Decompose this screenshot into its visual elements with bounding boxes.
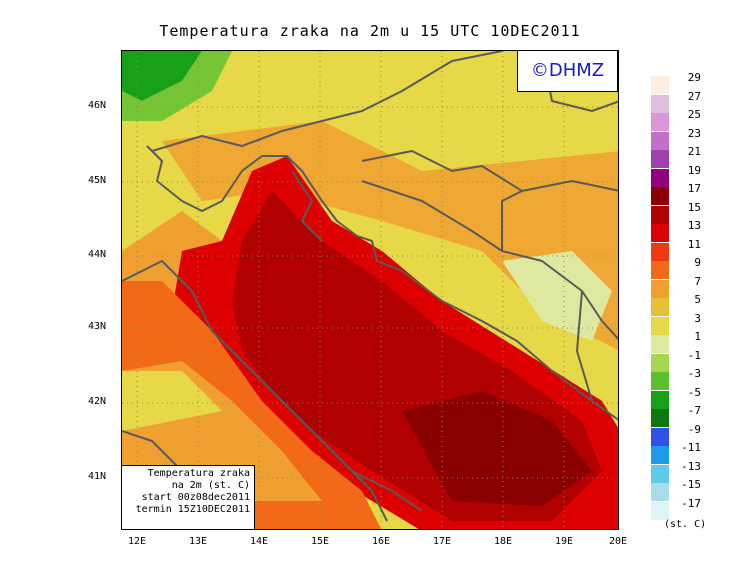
legend-label: 5 — [694, 293, 701, 306]
lon-label: 18E — [494, 536, 513, 547]
legend-label: 13 — [687, 219, 701, 232]
legend-swatch — [651, 279, 669, 298]
info-line-3: start 00z08dec2011 — [141, 492, 250, 503]
info-line-1: Temperatura zraka — [147, 468, 250, 479]
legend-label: -15 — [681, 478, 701, 491]
legend-swatch — [651, 316, 669, 335]
legend-swatch — [651, 501, 669, 520]
legend-label: -9 — [687, 422, 701, 436]
info-line-4: termin 15Z10DEC2011 — [135, 504, 250, 515]
legend-label: 23 — [687, 126, 701, 140]
field-green — [122, 51, 202, 101]
legend-swatch — [651, 446, 669, 464]
lon-label: 12E — [128, 536, 147, 547]
legend-label: 15 — [687, 200, 701, 214]
map-title: Temperatura zraka na 2m u 15 UTC 10DEC20… — [159, 22, 581, 40]
legend-swatch — [651, 261, 669, 279]
coastline — [122, 51, 618, 529]
lat-label: 41N — [88, 471, 107, 482]
legend-swatch — [651, 427, 669, 446]
lon-label: 15E — [311, 536, 330, 547]
lat-label: 42N — [88, 396, 107, 407]
legend-swatch — [651, 131, 669, 150]
legend-swatch — [651, 242, 669, 261]
lat-label: 46N — [88, 100, 107, 111]
legend-swatch — [651, 76, 669, 94]
legend-label: -3 — [687, 367, 701, 380]
legend-swatch — [651, 298, 669, 316]
lon-label: 16E — [372, 536, 391, 547]
legend-label: -13 — [681, 459, 701, 473]
legend-label: 21 — [687, 145, 701, 158]
lon-label: 19E — [555, 536, 574, 547]
legend-label: 9 — [694, 256, 701, 269]
legend-swatch — [651, 205, 669, 224]
field-italy-south — [122, 371, 222, 431]
legend-swatch — [651, 390, 669, 409]
legend-swatch — [651, 187, 669, 205]
info-line-2: na 2m (st. C) — [171, 480, 250, 491]
legend-label: -1 — [687, 348, 701, 362]
dhmz-logo: ©DHMZ — [517, 50, 618, 92]
legend-swatch — [651, 224, 669, 242]
lat-label: 44N — [88, 249, 107, 260]
legend-label: -17 — [681, 496, 701, 510]
legend-swatch — [651, 94, 669, 113]
legend-label: -5 — [687, 385, 701, 399]
legend-swatch — [651, 483, 669, 501]
legend-swatch — [651, 409, 669, 427]
legend-label: 7 — [694, 274, 701, 288]
temperature-map — [121, 50, 619, 530]
legend-label: 11 — [687, 237, 701, 251]
field-sea-deep — [402, 391, 592, 506]
field-green-light — [122, 51, 232, 121]
lon-label: 14E — [250, 536, 269, 547]
lon-label: 13E — [189, 536, 208, 547]
legend-swatch — [651, 372, 669, 390]
legend-label: 29 — [687, 71, 701, 84]
legend-label: 27 — [687, 89, 701, 103]
legend-label: 17 — [687, 182, 701, 195]
legend-label: 25 — [687, 108, 701, 121]
field-pale — [502, 251, 612, 341]
legend-units: (st. C) — [664, 519, 707, 530]
legend-swatch — [651, 168, 669, 187]
legend-swatch — [651, 150, 669, 168]
lat-label: 45N — [88, 175, 107, 186]
legend-label: 3 — [694, 311, 701, 325]
info-box: Temperatura zraka na 2m (st. C) start 00… — [121, 465, 255, 530]
legend-swatch — [651, 113, 669, 131]
legend-label: 19 — [687, 163, 701, 177]
legend-swatch — [651, 464, 669, 483]
lat-label: 43N — [88, 321, 107, 332]
legend-swatch — [651, 353, 669, 372]
legend-swatch — [651, 335, 669, 353]
legend-label: 1 — [694, 330, 701, 343]
legend-label: -7 — [687, 404, 701, 417]
lat-lon-grid — [122, 51, 618, 529]
legend-label: -11 — [681, 441, 701, 454]
lon-label: 20E — [609, 536, 628, 547]
lon-label: 17E — [433, 536, 452, 547]
